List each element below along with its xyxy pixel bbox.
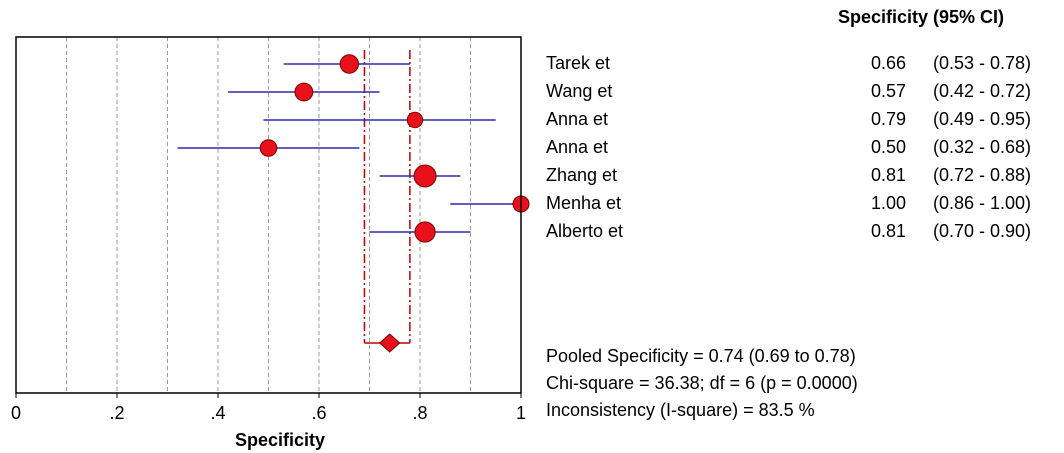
study-point [413, 164, 437, 188]
study-name: Anna et [546, 109, 609, 129]
study-name: Alberto et [546, 221, 624, 241]
pooled-summary: Pooled Specificity = 0.74 (0.69 to 0.78) [546, 346, 856, 366]
study-point [406, 111, 424, 129]
study-estimate: 0.81 [870, 165, 906, 185]
study-ci: (0.70 - 0.90) [933, 221, 1032, 241]
x-tick-label: 0 [11, 403, 21, 423]
study-point [339, 54, 359, 74]
pooled-diamond [378, 333, 401, 353]
study-name: Tarek et [546, 53, 611, 73]
study-estimate: 0.50 [870, 137, 906, 157]
study-estimate: 1.00 [870, 193, 906, 213]
study-markers [177, 54, 530, 243]
plot-frame [15, 36, 522, 394]
study-ci: (0.32 - 0.68) [933, 137, 1032, 157]
study-name: Menha et [546, 193, 622, 213]
pooled-ci-lines [363, 50, 411, 344]
x-tick-label: .8 [412, 403, 427, 423]
study-point [414, 221, 436, 243]
x-tick-label: .4 [210, 403, 225, 423]
study-estimate: 0.81 [870, 221, 906, 241]
study-ci: (0.72 - 0.88) [933, 165, 1032, 185]
x-axis: 0 .2 .4 .6 .8 1 [11, 393, 526, 423]
study-estimate: 0.79 [870, 109, 906, 129]
study-point [294, 82, 314, 102]
study-ci: (0.42 - 0.72) [933, 81, 1032, 101]
x-tick-label: 1 [516, 403, 526, 423]
heterogeneity-chi-square: Chi-square = 36.38; df = 6 (p = 0.0000) [546, 373, 858, 393]
study-ci: (0.53 - 0.78) [933, 53, 1032, 73]
x-tick-label: .6 [311, 403, 326, 423]
study-ci: (0.86 - 1.00) [933, 193, 1032, 213]
study-name: Wang et [546, 81, 613, 101]
study-estimate: 0.66 [870, 53, 906, 73]
x-axis-label: Specificity [235, 430, 325, 450]
inconsistency-i-square: Inconsistency (I-square) = 83.5 % [546, 400, 815, 420]
study-point [259, 139, 278, 157]
column-header: Specificity (95% CI) [838, 7, 1005, 27]
study-name: Zhang et [546, 165, 618, 185]
pooled-estimate [378, 333, 401, 353]
x-tick-label: .2 [109, 403, 124, 423]
study-estimate: 0.57 [870, 81, 906, 101]
study-ci: (0.49 - 0.95) [933, 109, 1032, 129]
grid-lines [66, 37, 471, 393]
study-name: Anna et [546, 137, 609, 157]
